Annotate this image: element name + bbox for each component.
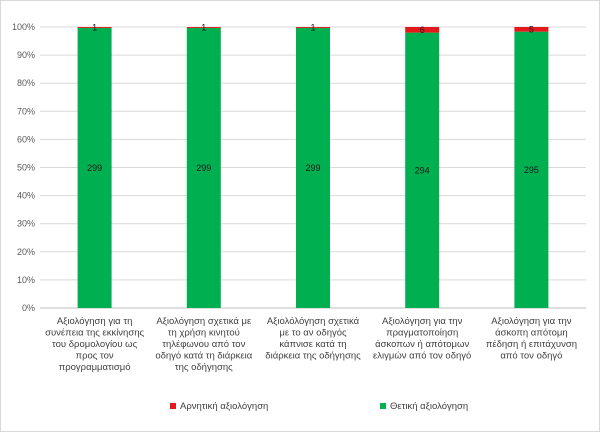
bar-positive: [296, 27, 330, 308]
category-label: Αξιολόγηση για την: [382, 316, 463, 327]
category-label: άσκοπη απότομη: [495, 328, 567, 339]
legend-swatch: [170, 403, 176, 409]
y-tick-label: 10%: [17, 275, 35, 285]
y-tick-label: 70%: [17, 106, 35, 116]
category-label: τηλέφωνου από τον: [162, 339, 245, 350]
category-label: ελιγμών από τον οδηγό: [373, 351, 471, 362]
y-tick-label: 40%: [17, 191, 35, 201]
data-label-positive: 294: [415, 165, 430, 175]
category-label: Αξιολόγηση για την: [491, 316, 572, 327]
category-label: της οδήγησης: [175, 362, 233, 373]
bar-negative: [296, 27, 330, 28]
bar-positive: [405, 32, 440, 309]
category-label: άσκοπων ή απότομων: [375, 339, 469, 350]
bar-negative: [186, 27, 221, 28]
legend-swatch: [380, 403, 386, 409]
category-label: πραγματοποίηση: [386, 328, 458, 339]
category-label: κάπνισε κατά τη: [279, 339, 346, 350]
category-label: Αξιολόλόγηση σχετικά: [267, 316, 360, 327]
data-label-negative: 1: [92, 22, 97, 32]
bar-positive: [77, 27, 112, 308]
y-tick-label: 30%: [17, 219, 35, 229]
data-label-negative: 6: [420, 25, 425, 35]
y-tick-label: 0%: [22, 303, 35, 313]
y-tick-label: 100%: [12, 22, 35, 32]
category-label: Αξιολόγηση για τη: [57, 316, 133, 327]
category-label: συνέπεια της εκκίνησης: [45, 328, 144, 339]
category-label: τη χρήση κινητού: [168, 328, 240, 339]
y-tick-label: 20%: [17, 247, 35, 257]
y-tick-label: 50%: [17, 163, 35, 173]
category-label: Αξιολόγηση σχετικά με: [156, 316, 252, 327]
bar-positive: [514, 31, 549, 309]
data-label-negative: 1: [201, 22, 206, 32]
bar-negative: [77, 27, 112, 28]
data-label-positive: 299: [87, 163, 102, 173]
data-label-positive: 299: [305, 163, 320, 173]
data-label-negative: 5: [529, 24, 534, 34]
category-label: πέδηση ή επιτάχυνση: [486, 339, 577, 350]
category-label: διάρκεια της οδήγησης: [265, 351, 361, 362]
data-label-positive: 299: [196, 163, 211, 173]
category-label: του δρομολογίου ως: [52, 339, 138, 350]
category-label: από τον οδηγό: [500, 351, 562, 362]
y-tick-label: 90%: [17, 50, 35, 60]
bar-negative: [514, 27, 549, 32]
category-label: προγραμματισμό: [59, 362, 131, 373]
category-label: οδηγό κατά τη διάρκεια: [155, 351, 252, 362]
data-label-positive: 295: [524, 165, 539, 175]
legend-label: Θετική αξιολόγηση: [390, 401, 468, 412]
bar-negative: [405, 27, 440, 33]
y-tick-label: 60%: [17, 134, 35, 144]
category-label: προς τον: [76, 351, 114, 362]
y-tick-label: 80%: [17, 78, 35, 88]
data-label-negative: 1: [310, 22, 315, 32]
bar-positive: [186, 27, 221, 308]
legend-label: Αρνητική αξιολόγηση: [180, 401, 268, 412]
category-label: με το αν οδηγός: [279, 328, 347, 339]
